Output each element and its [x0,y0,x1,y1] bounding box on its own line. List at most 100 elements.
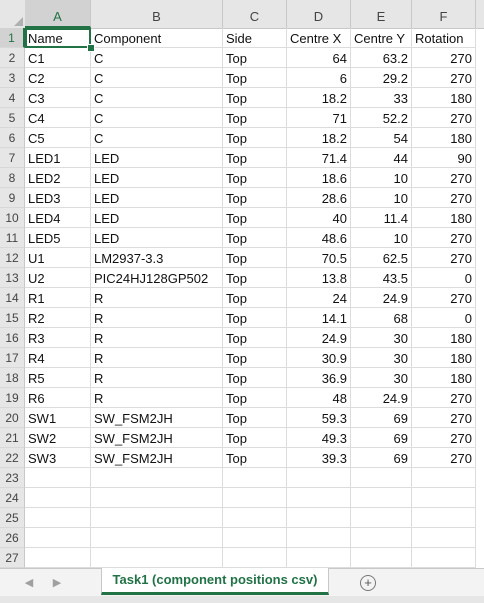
cell-d[interactable]: 64 [287,48,351,68]
cell-d[interactable]: 13.8 [287,268,351,288]
cell-d[interactable]: 28.6 [287,188,351,208]
cell-d[interactable] [287,508,351,528]
cell-d[interactable]: 14.1 [287,308,351,328]
plus-circle-icon[interactable]: + [360,575,376,591]
cell-d[interactable]: 18.2 [287,88,351,108]
cell-c[interactable]: Top [223,428,287,448]
cell-f[interactable]: 90 [412,148,476,168]
cell-f[interactable]: 270 [412,108,476,128]
cell-c[interactable]: Top [223,228,287,248]
cell-c[interactable]: Top [223,368,287,388]
cell-e[interactable]: 44 [351,148,412,168]
cell-b[interactable] [91,548,223,568]
row-header[interactable]: 22 [0,448,25,468]
cell-b[interactable]: C [91,128,223,148]
cell-b[interactable]: R [91,348,223,368]
row-header[interactable]: 18 [0,368,25,388]
cell-d[interactable]: 18.6 [287,168,351,188]
row-header[interactable]: 8 [0,168,25,188]
cell-c[interactable] [223,508,287,528]
row-header[interactable]: 20 [0,408,25,428]
cell-a[interactable]: C2 [25,68,91,88]
cell-f[interactable] [412,528,476,548]
cell-a[interactable]: LED5 [25,228,91,248]
cell-c[interactable]: Top [223,248,287,268]
cell-b[interactable]: C [91,68,223,88]
cell-e[interactable]: Centre Y [351,28,412,48]
cell-e[interactable]: 54 [351,128,412,148]
column-header-d[interactable]: D [287,0,351,28]
cell-c[interactable] [223,468,287,488]
cell-a[interactable]: C4 [25,108,91,128]
cell-a[interactable]: Name [25,28,91,48]
cell-f[interactable]: Rotation [412,28,476,48]
cell-b[interactable]: R [91,288,223,308]
cell-a[interactable]: SW3 [25,448,91,468]
cell-a[interactable]: R4 [25,348,91,368]
cell-c[interactable]: Top [223,328,287,348]
cell-d[interactable]: 39.3 [287,448,351,468]
cell-e[interactable]: 33 [351,88,412,108]
row-header[interactable]: 27 [0,548,25,568]
cell-f[interactable]: 270 [412,48,476,68]
cell-e[interactable]: 69 [351,428,412,448]
cell-e[interactable]: 63.2 [351,48,412,68]
cell-b[interactable]: LM2937-3.3 [91,248,223,268]
cell-d[interactable] [287,548,351,568]
cell-e[interactable]: 30 [351,328,412,348]
cell-c[interactable]: Top [223,448,287,468]
cell-d[interactable]: 49.3 [287,428,351,448]
cell-a[interactable]: LED1 [25,148,91,168]
cell-a[interactable] [25,528,91,548]
cell-b[interactable]: R [91,368,223,388]
cell-f[interactable]: 270 [412,288,476,308]
row-header[interactable]: 21 [0,428,25,448]
cell-f[interactable]: 180 [412,208,476,228]
column-header-a[interactable]: A [25,0,91,28]
cell-d[interactable]: 24 [287,288,351,308]
cell-b[interactable]: R [91,388,223,408]
cell-c[interactable] [223,548,287,568]
cell-d[interactable]: 18.2 [287,128,351,148]
cell-e[interactable]: 62.5 [351,248,412,268]
column-header-f[interactable]: F [412,0,476,28]
row-header[interactable]: 17 [0,348,25,368]
cell-c[interactable]: Top [223,108,287,128]
cell-f[interactable] [412,508,476,528]
cell-b[interactable]: SW_FSM2JH [91,408,223,428]
cell-c[interactable]: Side [223,28,287,48]
cell-b[interactable]: LED [91,168,223,188]
cell-e[interactable]: 69 [351,448,412,468]
column-header-c[interactable]: C [223,0,287,28]
cell-c[interactable] [223,488,287,508]
cell-a[interactable]: LED3 [25,188,91,208]
sheet-tab-task1[interactable]: Task1 (component positions csv) [101,568,329,595]
cell-b[interactable]: C [91,108,223,128]
cell-e[interactable]: 10 [351,228,412,248]
cell-e[interactable] [351,548,412,568]
cell-e[interactable]: 29.2 [351,68,412,88]
cell-f[interactable] [412,548,476,568]
cell-e[interactable]: 24.9 [351,388,412,408]
cell-f[interactable]: 270 [412,408,476,428]
cell-d[interactable] [287,488,351,508]
cell-a[interactable] [25,508,91,528]
row-header[interactable]: 14 [0,288,25,308]
row-header[interactable]: 13 [0,268,25,288]
row-header[interactable]: 7 [0,148,25,168]
cell-a[interactable]: SW1 [25,408,91,428]
row-header[interactable]: 26 [0,528,25,548]
cell-f[interactable]: 0 [412,308,476,328]
cell-f[interactable]: 270 [412,68,476,88]
cell-e[interactable]: 11.4 [351,208,412,228]
cell-b[interactable]: R [91,308,223,328]
cell-c[interactable]: Top [223,48,287,68]
cell-b[interactable] [91,468,223,488]
cell-a[interactable]: R5 [25,368,91,388]
cell-b[interactable] [91,508,223,528]
cell-c[interactable]: Top [223,268,287,288]
cell-f[interactable]: 180 [412,328,476,348]
cell-f[interactable]: 270 [412,228,476,248]
chevron-right-icon[interactable]: ▶ [52,577,62,589]
cell-c[interactable]: Top [223,168,287,188]
